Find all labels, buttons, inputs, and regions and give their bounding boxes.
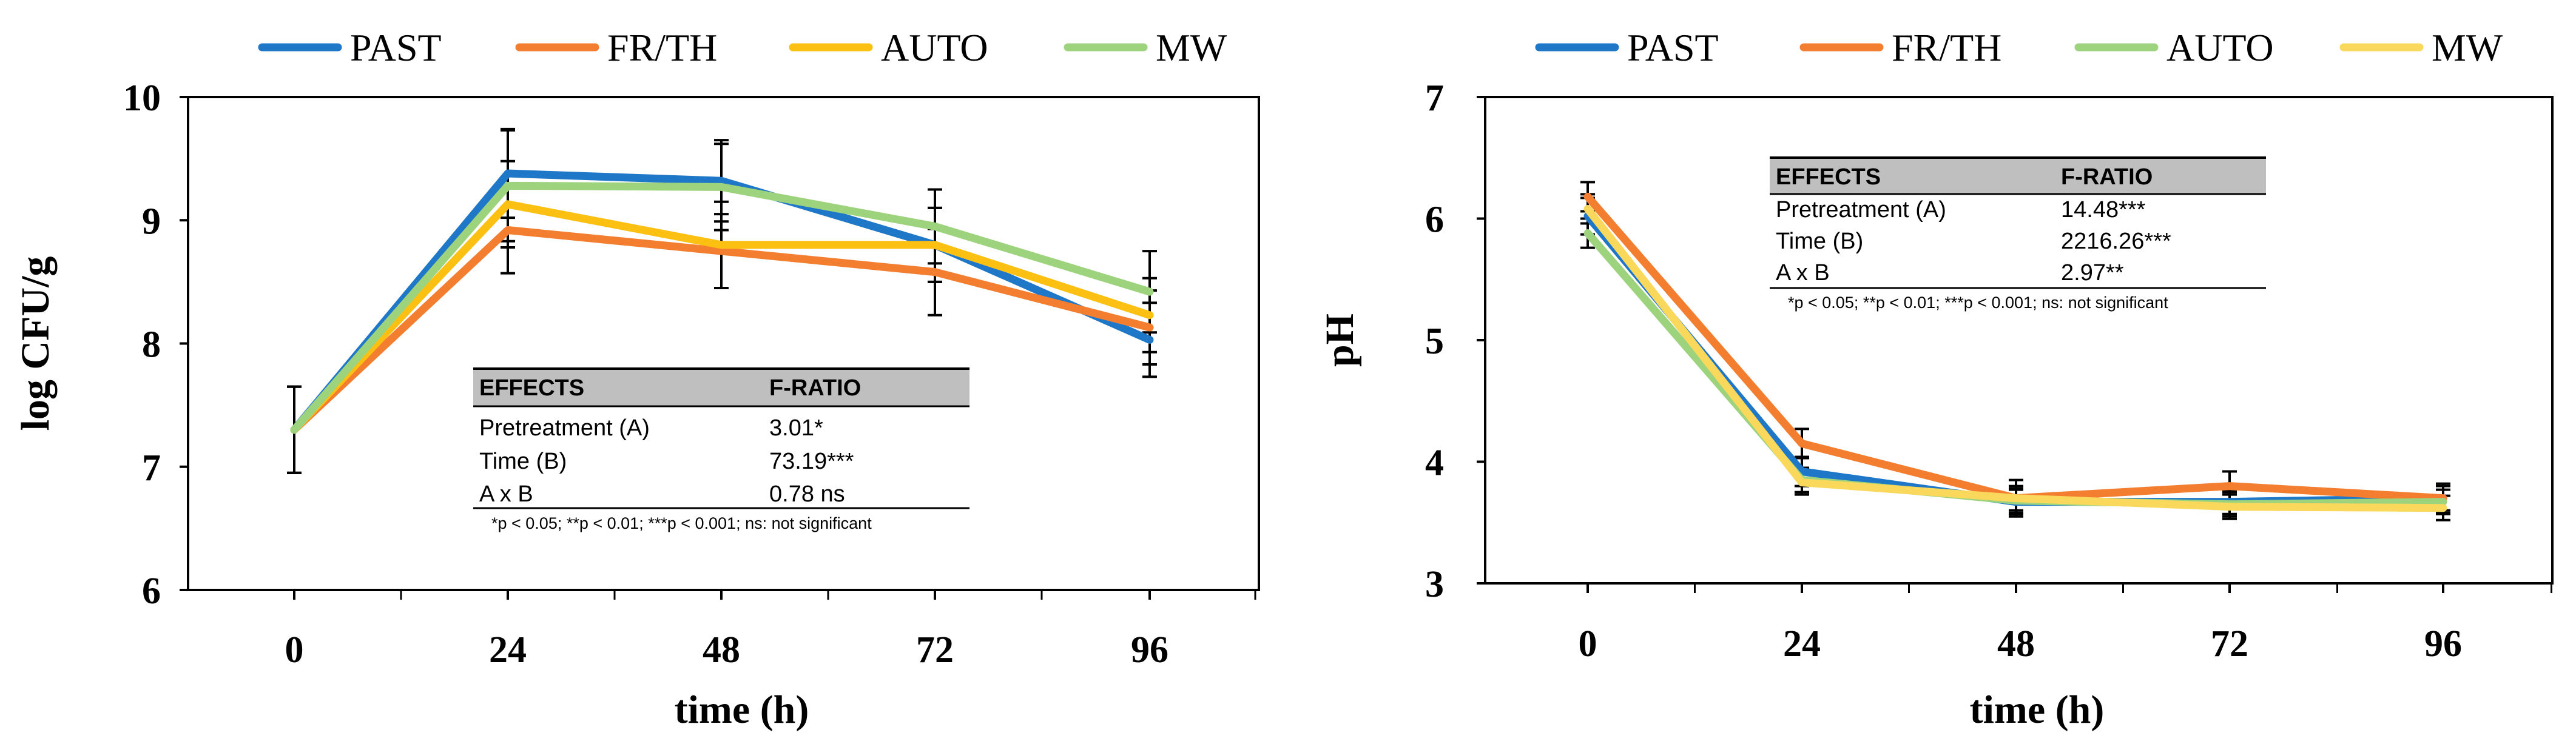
point-0-2: [720, 179, 723, 183]
point-2-2: [720, 243, 723, 246]
y-tick-label-0: 6: [142, 571, 161, 612]
legend-label-3: MW: [2432, 26, 2503, 69]
x-tick-label-4: 96: [2424, 623, 2462, 665]
legend-label-3: MW: [1156, 26, 1227, 69]
y-tick-label-1: 4: [1425, 443, 1444, 484]
y-axis-title: pH: [1318, 313, 1362, 367]
point-3-3: [934, 225, 936, 228]
stats-row-fratio-1: 2216.26***: [2061, 229, 2171, 254]
point-3-2: [720, 186, 723, 189]
legend-label-2: AUTO: [881, 26, 988, 69]
x-tick-label-3: 72: [916, 629, 954, 671]
point-2-0: [1586, 232, 1589, 235]
y-axis-title: log CFU/g: [13, 256, 58, 431]
chart-cfu: PAST FR/TH AUTO MW 6 7 8 9 10 0 24 48 72 96 time (h) lo…: [13, 26, 1260, 732]
point-0-1: [1801, 470, 1803, 473]
point-0-1: [507, 172, 509, 175]
stats-header-fratio: F-RATIO: [769, 375, 861, 401]
x-tick-label-4: 96: [1131, 629, 1168, 671]
point-1-1: [507, 229, 509, 232]
stats-table-note: *p < 0.05; **p < 0.01; ***p < 0.001; ns:…: [491, 514, 872, 532]
legend-label-0: PAST: [350, 26, 442, 69]
y-tick-label-2: 5: [1425, 321, 1444, 362]
x-axis-title: time (h): [675, 688, 809, 732]
y-tick-label-2: 8: [142, 324, 161, 366]
stats-header-fratio: F-RATIO: [2061, 164, 2153, 190]
point-3-4: [1148, 290, 1151, 293]
point-3-4: [2442, 506, 2444, 509]
x-tick-label-3: 72: [2211, 623, 2248, 665]
stats-row-effect-2: A x B: [1776, 260, 1830, 286]
stats-row-fratio-2: 2.97**: [2061, 260, 2124, 286]
stats-row-effect-0: Pretreatment (A): [479, 415, 650, 441]
y-tick-label-4: 7: [1425, 78, 1444, 119]
y-tick-label-4: 10: [123, 78, 161, 119]
stats-table: EFFECTS F-RATIO Pretreatment (A) 3.01* Time …: [473, 367, 969, 532]
point-3-0: [293, 428, 295, 431]
y-tick-label-1: 7: [142, 447, 161, 489]
y-tick-label-0: 3: [1425, 564, 1444, 605]
point-1-4: [1148, 326, 1151, 329]
x-axis-title: time (h): [1970, 688, 2105, 732]
y-tick-label-3: 6: [1425, 199, 1444, 241]
point-3-3: [2228, 505, 2231, 508]
point-3-2: [2015, 497, 2017, 500]
series-line-mw: [1583, 204, 2447, 512]
y-tick-label-3: 9: [142, 201, 161, 242]
legend-label-0: PAST: [1627, 26, 1719, 69]
stats-row-fratio-1: 73.19***: [769, 449, 854, 474]
stats-table-note: *p < 0.05; **p < 0.01; ***p < 0.001; ns:…: [1788, 293, 2168, 312]
point-1-0: [1586, 195, 1589, 198]
series-line-past: [1583, 212, 2447, 506]
stats-row-effect-0: Pretreatment (A): [1776, 197, 1946, 223]
x-tick-label-2: 48: [1997, 623, 2035, 665]
x-tick-label-0: 0: [1579, 623, 1597, 665]
stats-row-fratio-0: 3.01*: [769, 415, 823, 441]
point-3-1: [1801, 481, 1803, 484]
legend-label-2: AUTO: [2166, 26, 2274, 69]
point-0-4: [1148, 338, 1151, 341]
legend-label-1: FR/TH: [1892, 26, 2001, 69]
point-2-3: [934, 243, 936, 246]
point-2-1: [507, 203, 509, 206]
stats-table-header-bg: [473, 369, 969, 406]
point-1-1: [1801, 442, 1803, 445]
point-2-4: [1148, 313, 1151, 317]
stats-row-fratio-2: 0.78 ns: [769, 481, 845, 507]
point-1-2: [720, 250, 723, 253]
point-3-0: [1586, 207, 1589, 210]
point-2-4: [2442, 500, 2444, 503]
stats-row-effect-1: Time (B): [479, 449, 567, 474]
stats-row-effect-1: Time (B): [1776, 229, 1863, 254]
stats-table: EFFECTS F-RATIO Pretreatment (A) 14.48*** Ti…: [1770, 156, 2266, 312]
stats-row-effect-2: A x B: [479, 481, 533, 507]
stats-row-fratio-0: 14.48***: [2061, 197, 2146, 223]
stats-header-effects: EFFECTS: [479, 375, 584, 401]
x-tick-label-0: 0: [285, 629, 304, 671]
point-1-3: [934, 270, 936, 273]
x-tick-label-1: 24: [489, 629, 527, 671]
stats-header-effects: EFFECTS: [1776, 164, 1881, 190]
legend-label-1: FR/TH: [607, 26, 717, 69]
chart-ph: PAST FR/TH AUTO MW 3 4 5 6 7 0 24 48 72 96 time (h) pH E…: [1318, 26, 2554, 732]
x-tick-label-2: 48: [703, 629, 740, 671]
stats-table-header-bg: [1770, 158, 2266, 194]
point-3-1: [507, 184, 509, 187]
series-line-frth: [1583, 192, 2447, 503]
point-1-3: [2228, 484, 2231, 488]
x-tick-label-1: 24: [1783, 623, 1821, 665]
